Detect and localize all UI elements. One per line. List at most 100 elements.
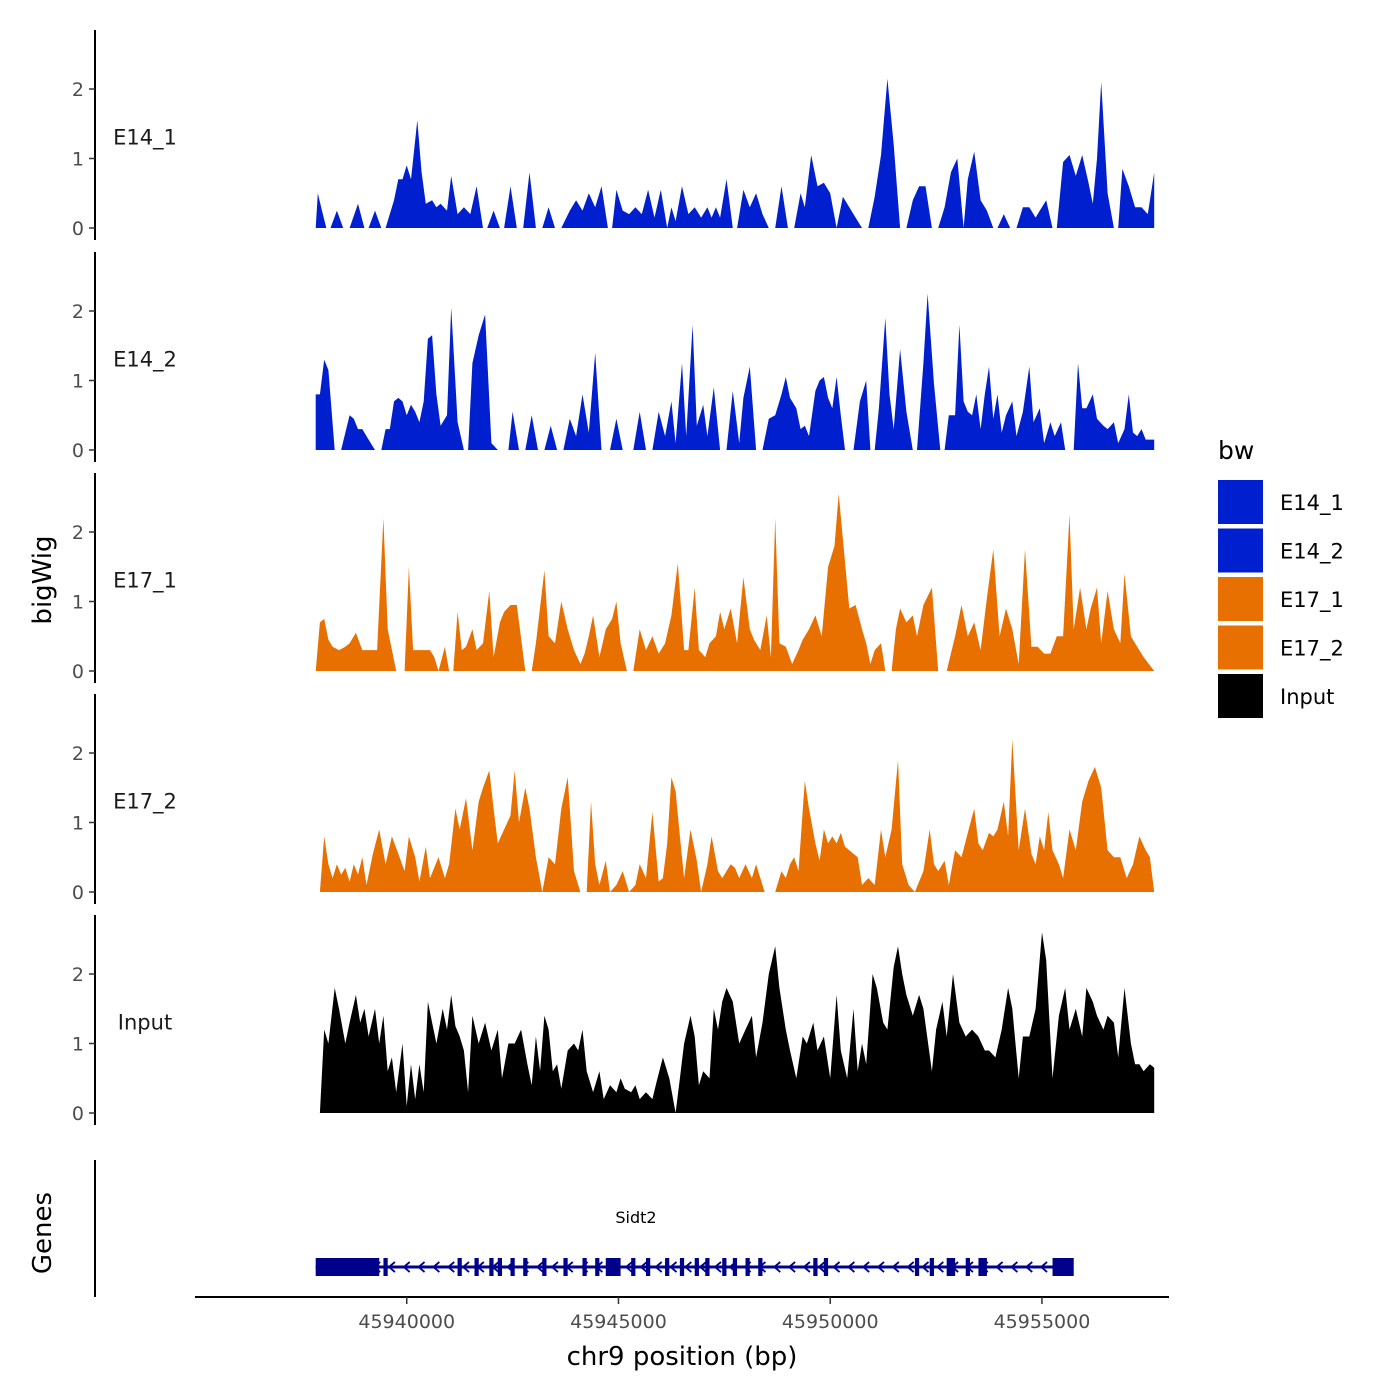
y-tick-label: 2 (72, 743, 84, 765)
strand-chevron (906, 1261, 915, 1273)
legend: bw E14_1 E14_2 E17_1 E17_2 Input (1218, 436, 1344, 718)
panel-E14_2: 0 1 2 E14_2 (72, 252, 1155, 462)
exon (745, 1258, 750, 1276)
track-label-E17_2: E17_2 (113, 790, 177, 815)
strand-chevron (431, 1261, 440, 1273)
exon (497, 1258, 503, 1276)
panel-E14_1: 0 1 2 E14_1 (72, 30, 1155, 240)
y-tick-label: 2 (72, 522, 84, 544)
coverage-area-E14_1 (315, 78, 1155, 228)
exon (965, 1258, 970, 1276)
strand-chevron (876, 1261, 885, 1273)
exon (563, 1258, 568, 1276)
strand-chevron (995, 1261, 1004, 1273)
y-tick-label: 2 (72, 301, 84, 323)
track-label-E14_2: E14_2 (113, 348, 177, 373)
panel-E17_2: 0 1 2 E17_2 (72, 694, 1155, 904)
strand-chevron (861, 1261, 870, 1273)
y-tick-label: 1 (72, 1034, 84, 1056)
y-tick-label: 0 (72, 440, 84, 462)
y-tick-label: 1 (72, 371, 84, 393)
exon (694, 1258, 699, 1276)
strand-chevron (772, 1261, 781, 1273)
exon (722, 1258, 727, 1276)
strand-chevron (683, 1261, 692, 1273)
exon (315, 1258, 380, 1276)
strand-chevron (713, 1261, 722, 1273)
panel-Input: 0 1 2 Input (72, 915, 1155, 1125)
exon (489, 1258, 494, 1276)
exon (813, 1258, 818, 1276)
exon (457, 1258, 462, 1276)
x-tick-label: 45945000 (570, 1311, 667, 1333)
y-tick-label: 0 (72, 882, 84, 904)
y-tick-label: 0 (72, 661, 84, 683)
exon (595, 1258, 600, 1276)
legend-swatch-E17_1 (1218, 577, 1263, 621)
exon (1052, 1258, 1074, 1276)
panel-E17_1: 0 1 2 E17_1 (72, 473, 1155, 683)
strand-chevron (654, 1261, 663, 1273)
strand-chevron (1039, 1261, 1048, 1273)
strand-chevron (1010, 1261, 1019, 1273)
coverage-area-Input (319, 932, 1155, 1113)
exon (732, 1258, 738, 1276)
x-tick-label: 45940000 (358, 1311, 455, 1333)
exon (474, 1258, 479, 1276)
y-tick-label: 1 (72, 592, 84, 614)
strand-chevron (1024, 1261, 1033, 1273)
y-tick-label: 1 (72, 149, 84, 171)
legend-swatch-E17_2 (1218, 625, 1263, 670)
exon (946, 1258, 956, 1276)
strand-chevron (639, 1261, 648, 1273)
coverage-area-E17_2 (319, 739, 1155, 892)
strand-chevron (787, 1261, 796, 1273)
exon (929, 1258, 934, 1276)
strand-chevron (846, 1261, 855, 1273)
exon (631, 1258, 636, 1276)
legend-swatch-E14_1 (1218, 480, 1263, 524)
x-axis-title: chr9 position (bp) (567, 1342, 798, 1372)
bigwig-panels: 0 1 2 E14_1 0 1 2 E14_2 0 1 2 E17_1 0 1 2 E17_2 0 1 2 Input (72, 30, 1155, 1125)
y-tick-label: 2 (72, 79, 84, 101)
x-axis: 45940000 45945000 45950000 45955000 (195, 1296, 1169, 1333)
legend-label-E17_1: E17_1 (1280, 588, 1344, 613)
strand-chevron (402, 1261, 411, 1273)
x-tick-label: 45955000 (994, 1311, 1091, 1333)
genes-track-title: Genes (28, 1192, 58, 1274)
exon (914, 1258, 920, 1276)
gene-name-label: Sidt2 (615, 1208, 656, 1227)
strand-chevron (817, 1261, 826, 1273)
exon (582, 1258, 587, 1276)
exon (605, 1258, 621, 1276)
gene-track (94, 1160, 1074, 1297)
track-label-Input: Input (118, 1011, 172, 1035)
y-tick-label: 0 (72, 218, 84, 240)
coverage-area-E17_1 (315, 493, 1155, 671)
exon (523, 1258, 528, 1276)
strand-chevron (802, 1261, 811, 1273)
legend-swatch-E14_2 (1218, 528, 1263, 573)
legend-label-Input: Input (1280, 685, 1334, 709)
coverage-area-E14_2 (315, 293, 1155, 450)
strand-chevron (669, 1261, 678, 1273)
exon (646, 1258, 651, 1276)
legend-label-E17_2: E17_2 (1280, 637, 1344, 662)
legend-label-E14_1: E14_1 (1280, 491, 1344, 516)
exon (679, 1258, 685, 1276)
y-tick-label: 2 (72, 964, 84, 986)
strand-chevron (461, 1261, 470, 1273)
strand-chevron (624, 1261, 633, 1273)
legend-label-E14_2: E14_2 (1280, 540, 1344, 565)
y-axis-title: bigWig (28, 535, 58, 624)
strand-chevron (387, 1261, 396, 1273)
exon (705, 1258, 710, 1276)
strand-chevron (832, 1261, 841, 1273)
y-tick-label: 1 (72, 813, 84, 835)
exon (978, 1258, 987, 1276)
track-label-E17_1: E17_1 (113, 569, 177, 594)
exon (542, 1258, 547, 1276)
legend-swatch-Input (1218, 674, 1263, 718)
strand-chevron (935, 1261, 944, 1273)
strand-chevron (417, 1261, 426, 1273)
